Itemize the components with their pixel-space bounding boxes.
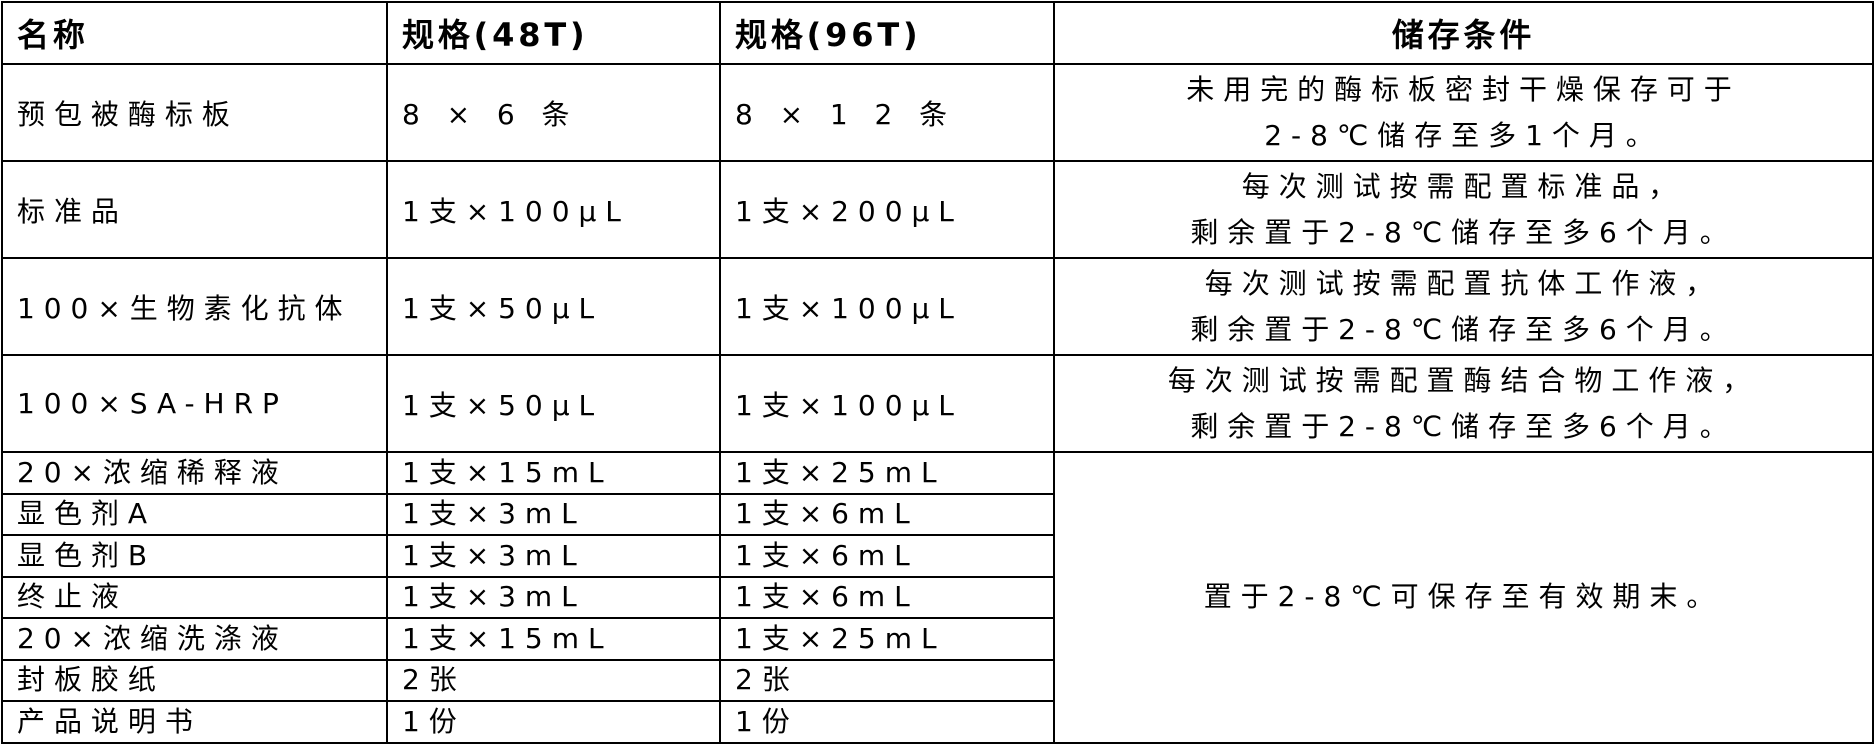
spec-48t: 2张: [386, 658, 721, 702]
component-name: 终止液: [1, 575, 388, 619]
table-row: 封板胶纸 2张 2张: [1, 658, 1873, 702]
table-row: 100×SA-HRP 1支×50µL 1支×100µL 每次测试按需配置酶结合物工作液…: [1, 354, 1874, 453]
component-name: 封板胶纸: [1, 658, 388, 702]
storage-line: 未用完的酶标板密封干燥保存可于: [1186, 72, 1741, 106]
component-name: 20×浓缩洗涤液: [1, 617, 388, 661]
spec-96t: 1支×6mL: [719, 534, 1055, 578]
spec-96t: 1份: [719, 700, 1055, 744]
spec-48t: 1支×50µL: [386, 257, 721, 356]
header-spec-96t: 规格(96T): [719, 1, 1055, 65]
table-row: 20×浓缩稀释液 1支×15mL 1支×25mL 置于2-8℃可保存至有效期末。: [1, 451, 1874, 744]
table-row: 100×生物素化抗体 1支×50µL 1支×100µL 每次测试按需配置抗体工作液， 剩…: [1, 257, 1874, 356]
component-name: 标准品: [1, 160, 388, 259]
spec-96t: 2张: [719, 658, 1055, 702]
storage-line: 剩余置于2-8℃储存至多6个月。: [1190, 409, 1737, 443]
component-name: 产品说明书: [1, 700, 388, 744]
spec-96t: 1支×200µL: [719, 160, 1055, 259]
header-spec-48t: 规格(48T): [386, 1, 721, 65]
table-row: 显色剂B 1支×3mL 1支×6mL: [1, 534, 1873, 578]
header-name: 名称: [1, 1, 388, 65]
spec-96t: 1支×100µL: [719, 257, 1055, 356]
storage-line: 每次测试按需配置抗体工作液，: [1204, 266, 1723, 300]
component-name: 20×浓缩稀释液: [1, 451, 388, 495]
spec-48t: 1支×3mL: [386, 492, 721, 536]
spec-48t: 1支×15mL: [386, 617, 721, 661]
component-name: 100×SA-HRP: [1, 354, 388, 453]
component-name: 显色剂B: [1, 534, 388, 578]
table-row: 20×浓缩洗涤液 1支×15mL 1支×25mL: [1, 617, 1873, 661]
shared-storage-condition: 置于2-8℃可保存至有效期末。: [1053, 451, 1874, 744]
storage-line: 每次测试按需配置酶结合物工作液，: [1167, 363, 1760, 397]
spec-96t: 1支×100µL: [719, 354, 1055, 453]
storage-line: 2-8℃储存至多1个月。: [1264, 118, 1663, 152]
spec-48t: 1份: [386, 700, 721, 744]
storage-condition: 未用完的酶标板密封干燥保存可于 2-8℃储存至多1个月。: [1053, 63, 1874, 162]
storage-condition: 每次测试按需配置标准品， 剩余置于2-8℃储存至多6个月。: [1053, 160, 1874, 259]
storage-condition: 每次测试按需配置抗体工作液， 剩余置于2-8℃储存至多6个月。: [1053, 257, 1874, 356]
table-row: 显色剂A 1支×3mL 1支×6mL: [1, 492, 1873, 536]
storage-line: 剩余置于2-8℃储存至多6个月。: [1190, 312, 1737, 346]
spec-96t: 1支×6mL: [719, 492, 1055, 536]
spec-96t: 8 × 1 2 条: [719, 63, 1055, 162]
table-row: 终止液 1支×3mL 1支×6mL: [1, 575, 1873, 619]
spec-48t: 8 × 6 条: [386, 63, 721, 162]
header-row: 名称 规格(48T) 规格(96T) 储存条件: [1, 1, 1874, 65]
spec-48t: 1支×15mL: [386, 451, 721, 495]
spec-48t: 1支×3mL: [386, 575, 721, 619]
spec-48t: 1支×100µL: [386, 160, 721, 259]
spec-48t: 1支×3mL: [386, 534, 721, 578]
spec-96t: 1支×25mL: [719, 451, 1055, 495]
storage-condition: 每次测试按需配置酶结合物工作液， 剩余置于2-8℃储存至多6个月。: [1053, 354, 1874, 453]
spec-96t: 1支×6mL: [719, 575, 1055, 619]
storage-line: 剩余置于2-8℃储存至多6个月。: [1190, 215, 1737, 249]
table-row: 标准品 1支×100µL 1支×200µL 每次测试按需配置标准品， 剩余置于2-8℃储…: [1, 160, 1874, 259]
spec-96t: 1支×25mL: [719, 617, 1055, 661]
storage-line: 每次测试按需配置标准品，: [1241, 169, 1686, 203]
table-row: 产品说明书 1份 1份: [1, 700, 1873, 744]
spec-48t: 1支×50µL: [386, 354, 721, 453]
component-name: 预包被酶标板: [1, 63, 388, 162]
component-name: 100×生物素化抗体: [1, 257, 388, 356]
component-name: 显色剂A: [1, 492, 388, 536]
header-storage: 储存条件: [1053, 1, 1874, 65]
